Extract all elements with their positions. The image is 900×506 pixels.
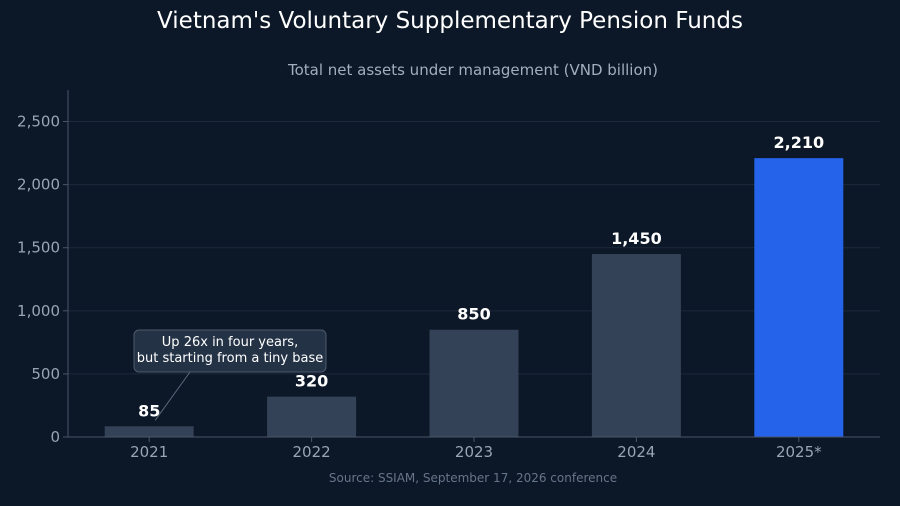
bar (429, 329, 519, 437)
annotation: Up 26x in four years,but starting from a… (133, 329, 327, 421)
data-label: 850 (457, 305, 490, 324)
value-labels: 85 320 850 1,450 2,210 (138, 133, 824, 420)
x-tick-label: 2021 (130, 443, 168, 461)
data-label: 320 (295, 372, 328, 391)
y-tick-label: 2,500 (17, 113, 60, 131)
chart-title: Vietnam's Voluntary Supplementary Pensio… (157, 8, 743, 34)
y-tick-label: 1,000 (17, 302, 60, 320)
annotation-arrow (154, 371, 191, 421)
bar (104, 426, 194, 437)
bar (591, 254, 681, 437)
bars (104, 158, 844, 437)
annotation-text: but starting from a tiny base (137, 351, 323, 366)
annotation-box (133, 329, 327, 373)
y-axis-ticks: 0 500 1,000 1,500 2,000 2,500 (17, 113, 68, 446)
data-label: 85 (138, 401, 160, 420)
y-tick-label: 1,500 (17, 239, 60, 257)
data-label: 2,210 (773, 133, 824, 152)
x-tick-label: 2025* (776, 443, 822, 461)
data-label: 1,450 (611, 229, 662, 248)
x-tick-label: 2022 (293, 443, 331, 461)
chart-subtitle: Total net assets under management (VND b… (287, 61, 659, 79)
y-tick-label: 0 (50, 428, 60, 446)
y-tick-label: 500 (31, 365, 60, 383)
x-tick-label: 2023 (455, 443, 493, 461)
bar (754, 158, 844, 437)
bar (267, 396, 357, 437)
x-tick-label: 2024 (617, 443, 655, 461)
source-note: Source: SSIAM, September 17, 2026 confer… (328, 471, 618, 485)
y-tick-label: 2,000 (17, 176, 60, 194)
x-axis-ticks: 2021 2022 2023 2024 2025* (130, 437, 822, 461)
annotation-text: Up 26x in four years, (162, 335, 298, 350)
